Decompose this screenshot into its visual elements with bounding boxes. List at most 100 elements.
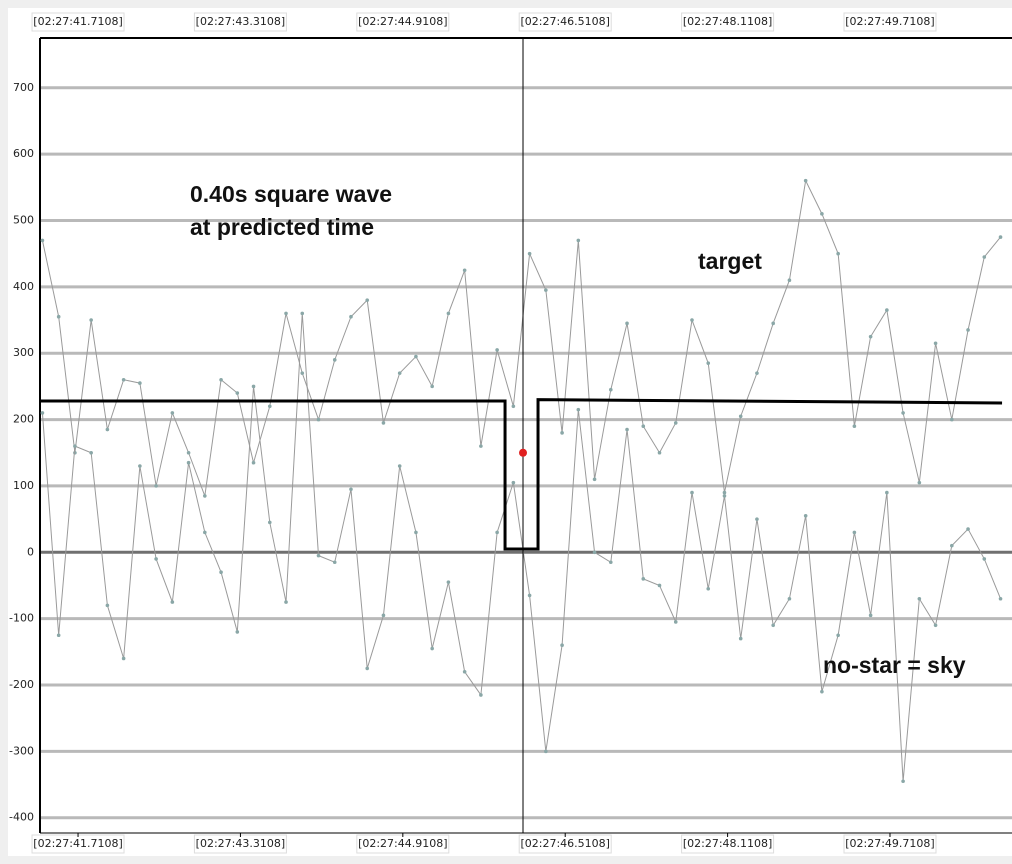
- x-tick-label-top: [02:27:46.5108]: [520, 15, 609, 28]
- point: [998, 235, 1003, 239]
- x-tick-box: [681, 12, 775, 32]
- point: [89, 450, 93, 455]
- point: [414, 530, 418, 535]
- point: [673, 421, 678, 425]
- point: [998, 596, 1003, 601]
- point: [836, 251, 840, 256]
- point: [706, 361, 711, 365]
- y-tick-label: -400: [9, 811, 34, 824]
- point: [852, 530, 857, 535]
- x-tick-label-bottom: [02:27:49.7108]: [845, 837, 934, 850]
- point: [138, 464, 142, 468]
- point: [722, 494, 727, 498]
- series-line: [41, 179, 1001, 497]
- x-tick-box: [356, 12, 450, 32]
- point: [690, 490, 694, 495]
- point: [950, 543, 954, 548]
- point: [414, 354, 418, 359]
- point: [625, 427, 629, 432]
- point: [738, 414, 743, 419]
- point: [332, 560, 337, 565]
- y-tick-label: -100: [9, 612, 34, 625]
- annotation: at predicted time: [190, 214, 374, 240]
- y-tick-label: 0: [27, 545, 34, 558]
- point: [755, 371, 759, 375]
- point: [446, 580, 451, 584]
- point: [105, 603, 110, 608]
- point: [917, 596, 922, 601]
- point: [381, 613, 386, 618]
- x-tick-label-top: [02:27:41.7108]: [33, 15, 122, 28]
- point: [332, 358, 337, 362]
- point: [722, 490, 727, 495]
- point: [706, 586, 711, 591]
- point: [170, 411, 175, 415]
- point: [219, 377, 223, 382]
- point: [203, 494, 207, 498]
- point: [235, 630, 240, 634]
- point: [121, 656, 126, 661]
- annotation: target: [698, 248, 762, 274]
- point: [771, 321, 775, 326]
- x-tick-label-bottom: [02:27:43.3108]: [196, 837, 285, 850]
- y-tick-label: 200: [13, 413, 34, 426]
- point: [608, 560, 613, 565]
- point: [511, 404, 516, 409]
- point: [933, 623, 938, 628]
- square-wave: [40, 398, 1003, 551]
- point: [267, 520, 272, 525]
- point: [901, 411, 905, 415]
- point: [527, 251, 532, 256]
- point: [56, 314, 61, 319]
- point: [787, 278, 792, 283]
- point: [885, 490, 889, 495]
- y-tick-label: 100: [13, 479, 34, 492]
- x-tick-label-bottom: [02:27:44.9108]: [358, 837, 447, 850]
- point: [446, 311, 451, 316]
- point: [608, 387, 613, 392]
- point: [868, 613, 873, 618]
- point: [251, 384, 256, 389]
- point: [771, 623, 775, 628]
- point: [933, 341, 938, 346]
- x-tick-label-top: [02:27:48.1108]: [683, 15, 772, 28]
- point: [885, 308, 889, 312]
- point: [203, 530, 207, 535]
- point: [430, 384, 434, 389]
- point: [982, 557, 987, 561]
- point: [673, 620, 678, 624]
- point: [576, 238, 581, 243]
- point: [479, 444, 483, 448]
- point: [868, 334, 873, 339]
- point: [170, 600, 175, 604]
- point: [316, 417, 321, 422]
- plot-area: [40, 38, 1012, 833]
- point: [592, 477, 597, 482]
- point: [365, 298, 370, 302]
- y-tick-label: -300: [9, 744, 34, 757]
- point: [836, 633, 840, 638]
- point: [901, 779, 905, 784]
- point: [105, 427, 110, 432]
- point: [300, 311, 305, 316]
- point: [89, 318, 93, 322]
- point: [657, 583, 662, 588]
- point: [495, 348, 499, 352]
- point: [852, 424, 857, 429]
- point: [576, 407, 581, 412]
- point: [154, 484, 158, 488]
- y-tick-label: 700: [13, 81, 34, 94]
- point: [560, 643, 564, 647]
- point: [495, 530, 499, 535]
- point: [560, 431, 564, 435]
- point: [511, 480, 516, 485]
- point: [267, 404, 272, 409]
- x-tick-label-bottom: [02:27:46.5108]: [520, 837, 609, 850]
- point: [349, 487, 353, 492]
- point: [479, 693, 483, 697]
- x-tick-box: [31, 12, 125, 32]
- point: [397, 371, 402, 375]
- series-line: [41, 313, 1001, 782]
- point: [592, 550, 597, 555]
